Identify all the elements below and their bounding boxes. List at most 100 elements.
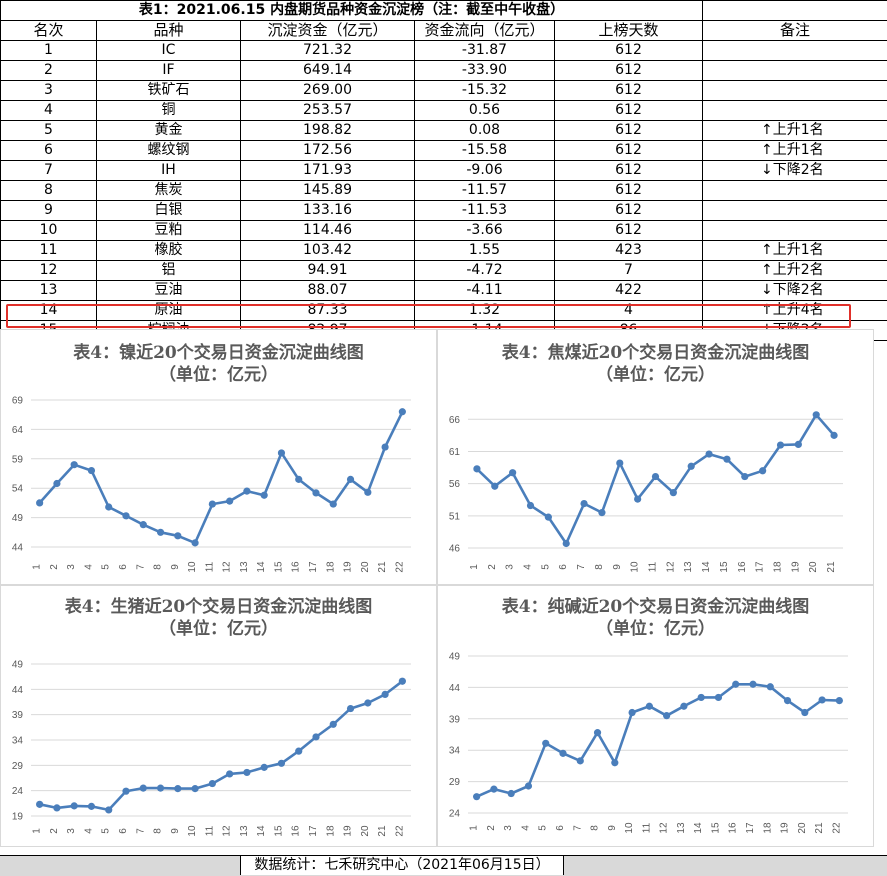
y-tick-label: 29	[449, 777, 461, 788]
x-tick-label: 14	[256, 825, 267, 837]
y-tick-label: 44	[12, 685, 24, 696]
days-cell: 612	[555, 121, 703, 141]
header-variety: 品种	[97, 21, 241, 41]
y-tick-label: 61	[449, 447, 461, 458]
flow-cell: -33.90	[415, 61, 555, 81]
y-tick-label: 49	[449, 652, 461, 663]
header-capital: 沉淀资金（亿元）	[241, 21, 415, 41]
data-point	[611, 759, 618, 766]
variety-cell: 铜	[97, 101, 241, 121]
x-tick-label: 22	[831, 822, 842, 834]
data-point	[559, 750, 566, 757]
data-point	[88, 803, 95, 810]
highlight-row-box	[6, 304, 851, 328]
data-point	[36, 499, 43, 506]
x-tick-label: 7	[572, 825, 583, 831]
x-tick-label: 5	[538, 825, 549, 831]
x-tick-label: 4	[83, 564, 94, 570]
x-tick-label: 10	[187, 825, 198, 837]
flow-cell: 1.55	[415, 241, 555, 261]
data-point	[784, 697, 791, 704]
ranking-table: 表1：2021.06.15 内盘期货品种资金沉淀榜（注：截至中午收盘） 名次 品…	[0, 0, 887, 341]
y-tick-label: 49	[12, 660, 24, 671]
data-point	[140, 521, 147, 528]
y-tick-label: 51	[449, 511, 461, 522]
data-point	[830, 432, 837, 439]
x-tick-label: 16	[291, 561, 302, 573]
capital-cell: 103.42	[241, 241, 415, 261]
data-point	[698, 694, 705, 701]
x-tick-label: 12	[659, 822, 670, 834]
x-tick-label: 17	[755, 561, 766, 573]
x-tick-label: 7	[135, 828, 146, 834]
x-tick-label: 22	[394, 561, 405, 573]
data-point	[723, 456, 730, 463]
remark-cell: ↑上升2名	[703, 261, 887, 281]
remark-cell	[703, 101, 887, 121]
days-cell: 612	[555, 161, 703, 181]
data-point	[105, 503, 112, 510]
y-tick-label: 44	[449, 683, 461, 694]
x-tick-label: 4	[520, 825, 531, 831]
flow-cell: -15.58	[415, 141, 555, 161]
x-tick-label: 9	[612, 564, 623, 570]
data-point	[491, 483, 498, 490]
remark-cell	[703, 61, 887, 81]
data-point	[688, 463, 695, 470]
data-point	[741, 473, 748, 480]
x-tick-label: 5	[101, 564, 112, 570]
data-point	[381, 691, 388, 698]
days-cell: 612	[555, 201, 703, 221]
data-point	[226, 770, 233, 777]
x-tick-label: 2	[487, 564, 498, 570]
x-tick-label: 22	[394, 825, 405, 837]
data-point	[508, 790, 515, 797]
variety-cell: 螺纹钢	[97, 141, 241, 161]
data-point	[399, 408, 406, 415]
x-tick-label: 13	[683, 561, 694, 573]
data-point	[209, 500, 216, 507]
data-point	[715, 694, 722, 701]
data-point	[663, 712, 670, 719]
data-point	[795, 441, 802, 448]
capital-cell: 172.56	[241, 141, 415, 161]
y-tick-label: 49	[12, 513, 24, 524]
x-tick-label: 8	[594, 564, 605, 570]
capital-cell: 649.14	[241, 61, 415, 81]
days-cell: 612	[555, 81, 703, 101]
y-tick-label: 69	[12, 396, 24, 407]
x-tick-label: 15	[719, 561, 730, 573]
x-tick-label: 21	[377, 825, 388, 837]
data-point	[598, 509, 605, 516]
data-point	[122, 512, 129, 519]
x-tick-label: 11	[204, 825, 215, 836]
data-point	[295, 748, 302, 755]
rank-cell: 8	[1, 181, 97, 201]
rank-cell: 2	[1, 61, 97, 81]
data-point	[652, 473, 659, 480]
x-tick-label: 1	[469, 564, 480, 570]
rank-cell: 12	[1, 261, 97, 281]
data-point	[191, 785, 198, 792]
remark-cell	[703, 221, 887, 241]
capital-cell: 171.93	[241, 161, 415, 181]
x-tick-label: 9	[607, 825, 618, 831]
remark-cell: ↑上升1名	[703, 141, 887, 161]
variety-cell: 橡胶	[97, 241, 241, 261]
data-point	[759, 467, 766, 474]
days-cell: 423	[555, 241, 703, 261]
x-tick-label: 19	[790, 561, 801, 573]
variety-cell: 豆油	[97, 281, 241, 301]
data-point	[705, 450, 712, 457]
flow-cell: -11.53	[415, 201, 555, 221]
data-point	[88, 467, 95, 474]
x-tick-label: 19	[780, 822, 791, 834]
x-tick-label: 14	[693, 822, 704, 834]
flow-cell: -9.06	[415, 161, 555, 181]
